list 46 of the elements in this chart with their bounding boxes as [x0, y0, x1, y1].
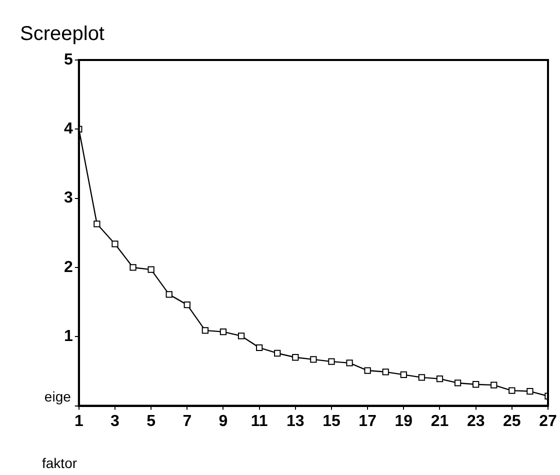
point — [328, 358, 335, 365]
x-axis-title: faktor — [42, 455, 78, 471]
point — [490, 382, 498, 388]
point — [436, 376, 444, 382]
point — [472, 381, 480, 388]
x-tick-label: 25 — [503, 412, 521, 430]
x-tick-label: 19 — [394, 412, 413, 430]
point — [130, 264, 136, 271]
point — [94, 220, 100, 228]
x-tick-label: 13 — [286, 412, 304, 430]
point — [526, 388, 534, 395]
chart-title: Screeplot — [20, 23, 105, 45]
point — [166, 291, 172, 298]
point — [382, 368, 389, 376]
point — [454, 380, 462, 386]
x-tick-label: 21 — [430, 412, 449, 430]
y-tick-label: 1 — [64, 328, 73, 346]
point — [364, 367, 371, 374]
x-tick-label: 27 — [539, 412, 557, 430]
point — [256, 344, 263, 352]
point — [346, 360, 353, 366]
point — [418, 374, 426, 381]
y-tick-label: 3 — [64, 190, 73, 207]
point — [202, 327, 209, 334]
x-tick-label: 11 — [250, 412, 268, 430]
y-axis-title: eige — [44, 388, 72, 405]
y-tick-label: 5 — [64, 51, 73, 68]
point — [292, 354, 299, 361]
x-tick-label: 9 — [218, 412, 228, 430]
x-tick-label: 5 — [146, 412, 156, 430]
y-tick-label: 4 — [64, 120, 73, 138]
x-tick-label: 3 — [110, 412, 120, 430]
point — [508, 387, 516, 394]
point — [310, 356, 317, 363]
x-tick-label: 15 — [322, 412, 340, 430]
x-tick-label: 23 — [466, 412, 485, 430]
x-tick-label: 7 — [182, 412, 192, 430]
x-tick-label: 17 — [358, 412, 377, 430]
point — [112, 240, 118, 248]
point — [148, 266, 154, 273]
point — [184, 302, 190, 308]
point — [238, 332, 245, 340]
point — [400, 371, 407, 378]
y-tick-label: 2 — [64, 258, 73, 276]
point — [274, 350, 281, 357]
point — [220, 328, 227, 336]
